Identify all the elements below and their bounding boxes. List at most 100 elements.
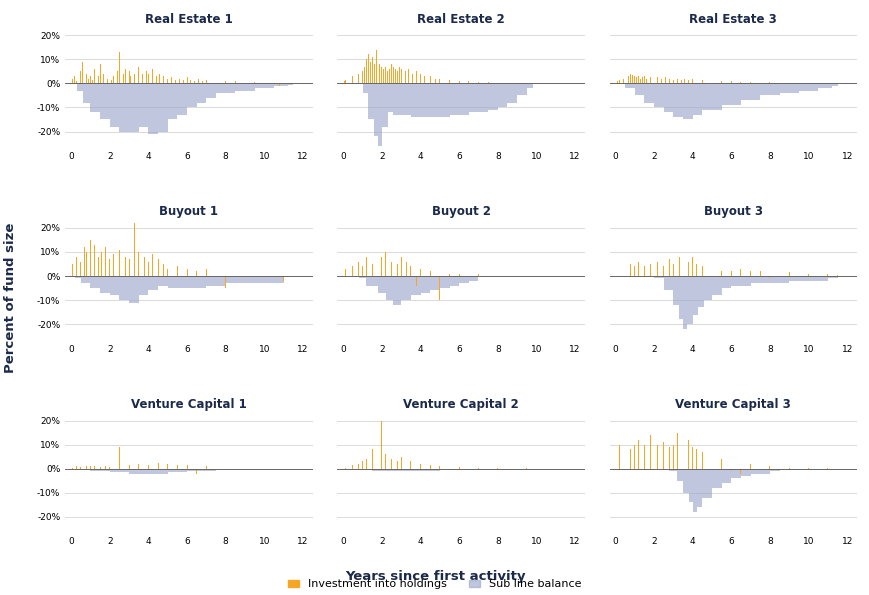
Bar	[641, 77, 642, 83]
Text: Percent of fund size: Percent of fund size	[4, 223, 17, 372]
Bar	[344, 269, 345, 276]
Bar	[182, 80, 183, 83]
Title: Real Estate 1: Real Estate 1	[145, 12, 233, 26]
Bar	[86, 466, 87, 469]
Bar	[72, 79, 73, 83]
Bar	[423, 76, 424, 83]
Bar	[366, 459, 367, 469]
Bar	[279, 83, 280, 86]
Bar	[371, 57, 372, 83]
Bar	[687, 440, 688, 469]
Bar	[692, 79, 693, 83]
Bar	[458, 466, 459, 469]
Bar	[144, 257, 145, 276]
Bar	[138, 464, 139, 469]
Bar	[420, 464, 421, 469]
Bar	[410, 462, 411, 469]
Bar	[668, 79, 669, 83]
Bar	[439, 276, 440, 300]
Bar	[176, 465, 177, 469]
Bar	[415, 71, 416, 83]
Bar	[668, 259, 669, 276]
Bar	[352, 76, 353, 83]
Bar	[410, 267, 411, 276]
Bar	[99, 466, 101, 469]
Bar	[138, 252, 139, 276]
Bar	[645, 79, 646, 83]
Bar	[196, 469, 197, 474]
Bar	[649, 77, 650, 83]
Bar	[186, 77, 188, 83]
Bar	[657, 262, 658, 276]
Bar	[630, 449, 631, 469]
Bar	[383, 69, 384, 83]
Bar	[681, 421, 683, 469]
Bar	[157, 259, 158, 276]
Bar	[637, 76, 639, 83]
Bar	[171, 77, 172, 83]
Bar	[86, 74, 87, 83]
Bar	[458, 274, 459, 276]
Bar	[72, 468, 73, 469]
Bar	[348, 264, 349, 276]
Bar	[344, 468, 345, 469]
Bar	[111, 80, 112, 83]
Bar	[657, 444, 658, 469]
Bar	[420, 74, 421, 83]
Bar	[406, 262, 407, 276]
Bar	[415, 276, 416, 286]
Bar	[649, 435, 650, 469]
Bar	[92, 80, 93, 83]
Bar	[80, 262, 81, 276]
Bar	[749, 271, 750, 276]
Bar	[396, 462, 397, 469]
Bar	[711, 80, 712, 83]
Bar	[730, 271, 731, 276]
Bar	[157, 463, 158, 469]
Bar	[676, 79, 677, 83]
Bar	[662, 442, 663, 469]
Bar	[616, 81, 617, 83]
Bar	[377, 247, 378, 276]
Bar	[807, 274, 808, 276]
Bar	[408, 69, 409, 83]
Bar	[637, 262, 639, 276]
Bar	[618, 444, 619, 469]
Bar	[681, 252, 683, 276]
Bar	[701, 452, 702, 469]
Bar	[687, 80, 688, 83]
Bar	[175, 80, 176, 83]
Bar	[429, 465, 430, 469]
Bar	[701, 80, 702, 83]
Bar	[660, 79, 661, 83]
Bar	[134, 74, 136, 83]
Bar	[282, 276, 284, 281]
Bar	[379, 64, 380, 83]
Bar	[80, 466, 81, 469]
Bar	[404, 71, 405, 83]
Bar	[103, 74, 104, 83]
Bar	[385, 454, 386, 469]
Bar	[624, 77, 625, 83]
Bar	[97, 76, 98, 83]
Bar	[116, 71, 118, 83]
Bar	[167, 464, 168, 469]
Text: Years since first activity: Years since first activity	[344, 570, 525, 583]
Bar	[119, 447, 120, 469]
Bar	[194, 81, 195, 83]
Bar	[358, 464, 359, 469]
Bar	[373, 64, 375, 83]
Bar	[692, 447, 693, 469]
Bar	[86, 252, 87, 276]
Bar	[75, 76, 76, 83]
Bar	[711, 269, 712, 276]
Bar	[701, 267, 702, 276]
Bar	[672, 264, 673, 276]
Bar	[358, 262, 359, 276]
Bar	[84, 247, 85, 276]
Bar	[206, 269, 207, 276]
Bar	[76, 257, 77, 276]
Bar	[448, 80, 449, 83]
Bar	[768, 276, 770, 278]
Bar	[206, 466, 207, 469]
